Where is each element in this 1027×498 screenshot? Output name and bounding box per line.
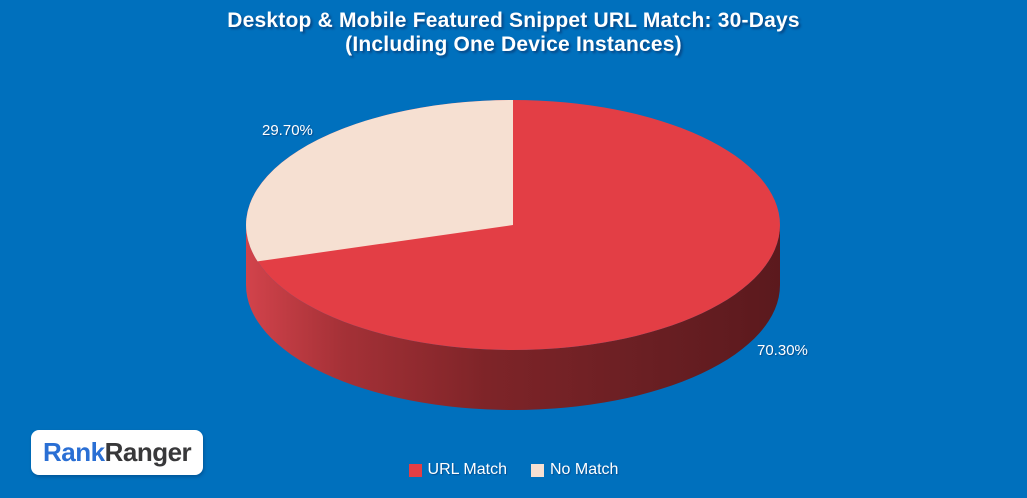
rankranger-logo: Rank Ranger xyxy=(31,430,204,475)
legend: URL Match No Match xyxy=(0,461,1027,479)
chart-title: Desktop & Mobile Featured Snippet URL Ma… xyxy=(0,9,1027,57)
pie-slice-no-match xyxy=(246,100,513,262)
legend-item-url-match: URL Match xyxy=(408,461,507,479)
logo-text-ranger: Ranger xyxy=(104,437,192,467)
chart-title-line2: (Including One Device Instances) xyxy=(345,33,682,56)
data-label-url-match: 70.30% xyxy=(757,342,808,359)
legend-swatch-no-match xyxy=(530,463,544,477)
logo-text-rank: Rank xyxy=(43,437,105,467)
data-label-no-match: 29.70% xyxy=(262,122,313,139)
legend-label-url-match: URL Match xyxy=(427,461,507,478)
pie-chart xyxy=(246,100,780,410)
legend-item-no-match: No Match xyxy=(530,461,619,479)
pie-side-wall xyxy=(246,225,780,410)
legend-swatch-url-match xyxy=(408,463,422,477)
chart-title-line1: Desktop & Mobile Featured Snippet URL Ma… xyxy=(227,9,800,32)
legend-label-no-match: No Match xyxy=(549,461,619,478)
